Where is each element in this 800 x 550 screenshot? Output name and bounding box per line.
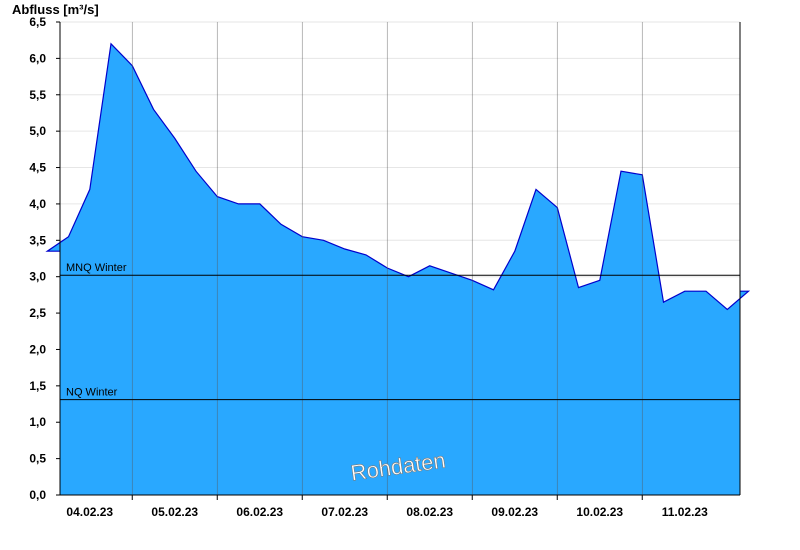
- y-tick-label: 0,0: [29, 488, 46, 502]
- axes: [56, 21, 741, 500]
- y-tick-label: 2,5: [29, 306, 46, 320]
- x-tick-label: 05.02.23: [151, 505, 198, 519]
- vertical-gridlines: [131, 22, 643, 495]
- y-tick-label: 3,5: [29, 233, 46, 247]
- series-layer: [45, 42, 751, 496]
- y-tick-label: 4,5: [29, 161, 46, 175]
- series-area: [47, 43, 749, 496]
- y-tick-label: 5,5: [29, 88, 46, 102]
- x-tick-label: 08.02.23: [406, 505, 453, 519]
- y-tick-label: 6,0: [29, 51, 46, 65]
- y-tick-label: 6,5: [29, 15, 46, 29]
- y-tick-label: 0,5: [29, 452, 46, 466]
- y-tick-label: 2,0: [29, 342, 46, 356]
- reference-line-label: MNQ Winter: [66, 262, 127, 274]
- y-tick-label: 4,0: [29, 197, 46, 211]
- series-line: [45, 42, 751, 311]
- y-tick-label: 1,0: [29, 415, 46, 429]
- y-tick-label: 5,0: [29, 124, 46, 138]
- y-tick-label: 3,0: [29, 270, 46, 284]
- x-tick-label: 06.02.23: [236, 505, 283, 519]
- x-tick-label: 04.02.23: [66, 505, 113, 519]
- x-tick-label: 10.02.23: [576, 505, 623, 519]
- y-axis-title: Abfluss [m³/s]: [12, 2, 99, 17]
- x-tick-labels: 04.02.23 05.02.23 06.02.23 07.02.23 08.02.23…: [66, 505, 708, 519]
- x-tick-label: 11.02.23: [662, 505, 708, 519]
- reference-lines: MNQ Winter NQ Winter: [60, 262, 740, 401]
- y-tick-label: 1,5: [29, 379, 46, 393]
- x-tick-label: 09.02.23: [491, 505, 538, 519]
- x-tick-label: 07.02.23: [321, 505, 368, 519]
- y-tick-labels: 0,0 0,5 1,0 1,5 2,0 2,5 3,0 3,5 4,0 4,5 5,0 5,5 6,0 6…: [29, 15, 46, 502]
- reference-line-label: NQ Winter: [66, 387, 118, 399]
